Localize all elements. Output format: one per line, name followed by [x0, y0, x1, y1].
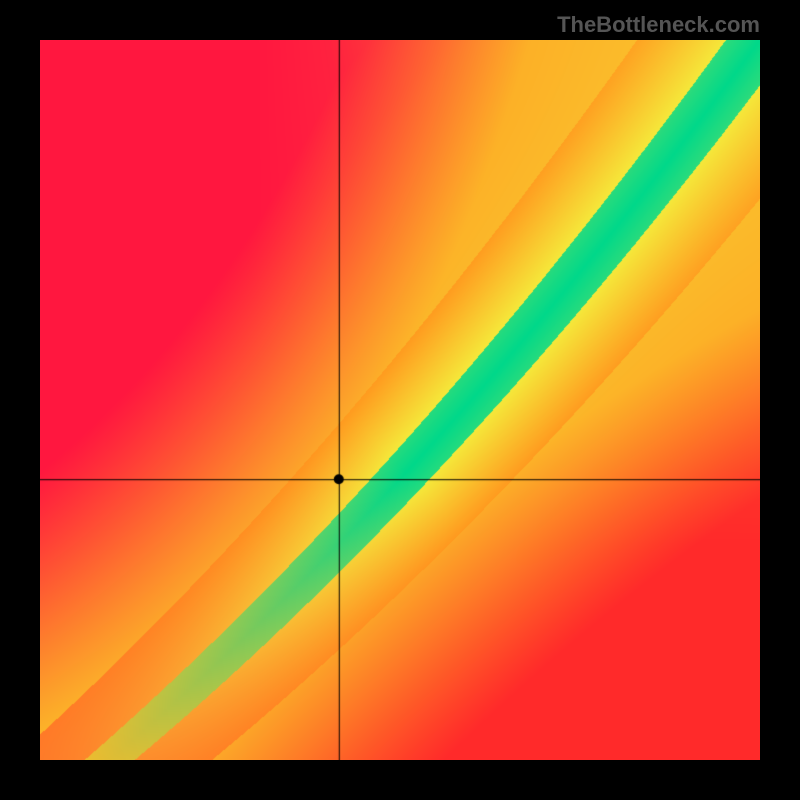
bottleneck-heatmap — [40, 40, 760, 760]
watermark-text: TheBottleneck.com — [557, 12, 760, 38]
chart-container: TheBottleneck.com — [0, 0, 800, 800]
